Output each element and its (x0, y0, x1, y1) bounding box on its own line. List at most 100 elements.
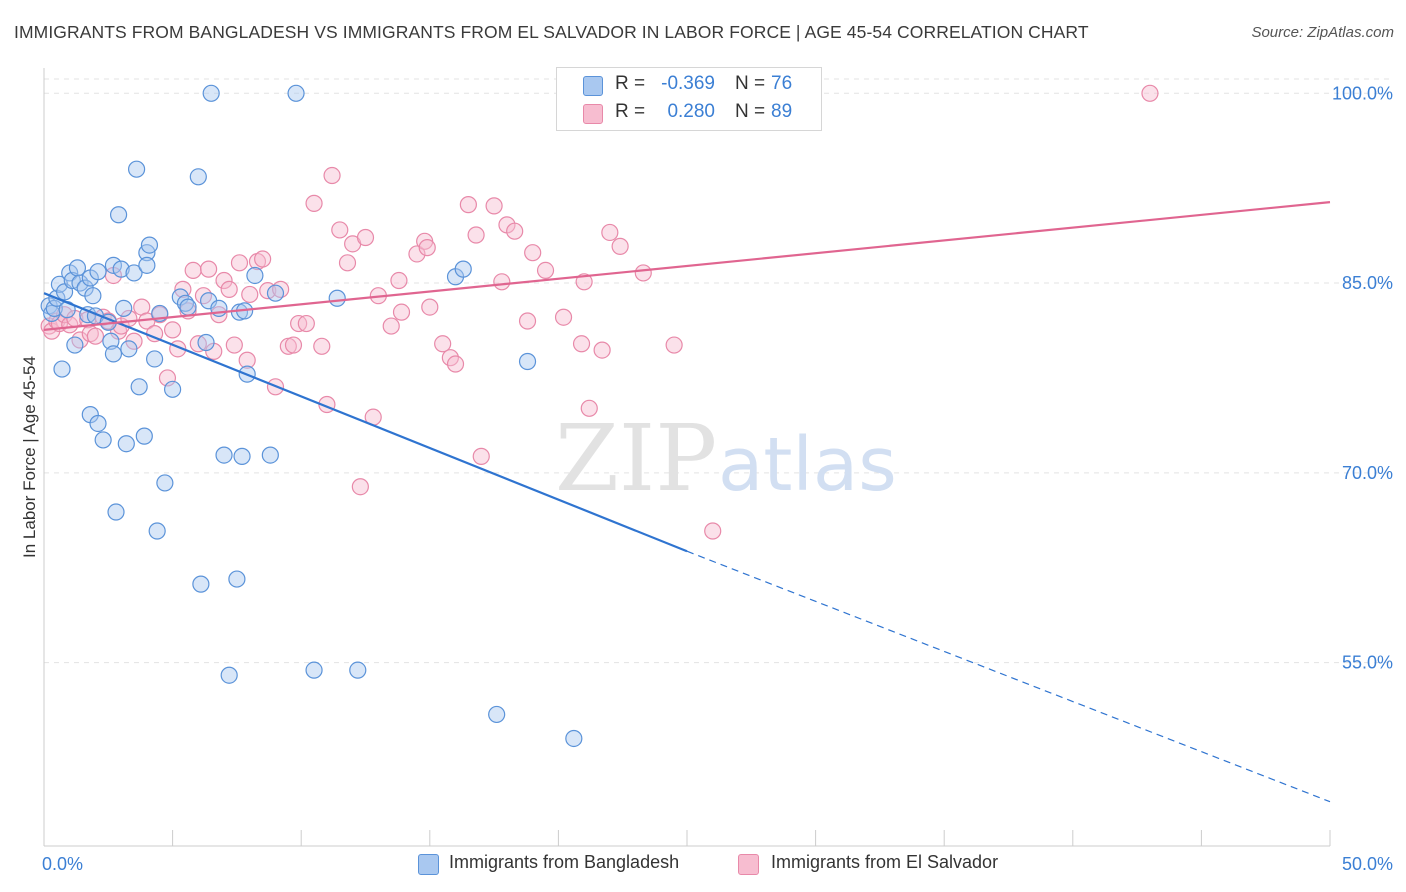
el-salvador-point (434, 335, 452, 353)
el-salvador-point (611, 237, 629, 255)
el-salvador-point (601, 223, 619, 242)
bangladesh-point (518, 352, 537, 371)
el-salvador-point (536, 261, 555, 280)
el-salvador-point (184, 261, 202, 280)
bangladesh-points (40, 84, 583, 748)
el-salvador-point (518, 312, 537, 330)
el-salvador-point (313, 337, 331, 355)
bangladesh-point (53, 360, 71, 378)
el-salvador-point (634, 264, 652, 282)
el-salvador-point (238, 351, 256, 369)
tick-labels: 55.0% 70.0% 85.0% 100.0% 0.0% 50.0% (42, 83, 1393, 874)
bangladesh-point (135, 427, 153, 445)
el-salvador-point (421, 298, 439, 316)
bangladesh-point (220, 666, 238, 684)
bangladesh-trend-extension (686, 550, 1331, 803)
el-salvador-point (418, 239, 436, 257)
legend-row-bangladesh: R = -0.369 N = 76 (557, 73, 821, 99)
bangladesh-point (164, 380, 182, 398)
el-salvador-point (297, 314, 315, 333)
bangladesh-point (127, 160, 146, 178)
el-salvador-point (382, 317, 400, 335)
bangladesh-point (488, 705, 506, 724)
bangladesh-point (94, 431, 112, 449)
el-salvador-point (408, 245, 426, 263)
bangladesh-point (246, 266, 264, 285)
el-salvador-point (572, 335, 591, 353)
bangladesh-point (66, 336, 84, 354)
el-salvador-point (575, 273, 593, 291)
el-salvador-point (524, 244, 542, 262)
bangladesh-swatch (583, 76, 603, 96)
el-salvador-point (1141, 84, 1159, 102)
el-salvador-point (194, 287, 213, 305)
legend-item-el-salvador: Immigrants from El Salvador (738, 852, 999, 875)
source-attribution: Source: ZipAtlas.com (1251, 24, 1394, 41)
el-salvador-point (230, 254, 249, 272)
bangladesh-point (130, 378, 148, 396)
bangladesh-point (233, 447, 251, 465)
el-salvador-point (254, 250, 272, 268)
el-salvador-point (215, 271, 233, 290)
el-salvador-point (220, 280, 238, 298)
bangladesh-point (189, 168, 207, 186)
el-salvador-trend-line (43, 200, 1331, 331)
n-label: N = (735, 73, 766, 94)
bangladesh-point (454, 260, 472, 278)
bangladesh-point (125, 264, 143, 282)
el-salvador-point (390, 271, 408, 290)
n-label: N = (735, 101, 766, 122)
bangladesh-point (202, 84, 220, 102)
el-salvador-point (86, 327, 105, 345)
el-salvador-point (351, 478, 369, 496)
bangladesh-point (565, 729, 583, 748)
bangladesh-point (145, 350, 164, 368)
bangladesh-point (117, 435, 135, 453)
bangladesh-point (148, 522, 166, 540)
y-tick-label: 85.0% (1342, 273, 1393, 293)
el-salvador-point (665, 336, 683, 354)
el-salvador-point (493, 273, 511, 291)
el-salvador-point (305, 194, 323, 212)
bangladesh-point (215, 446, 233, 464)
el-salvador-point (472, 447, 490, 465)
bangladesh-point (84, 287, 102, 305)
bangladesh-point (112, 260, 130, 278)
legend-row-el-salvador: R = 0.280 N = 89 (557, 101, 821, 127)
bangladesh-point (261, 446, 279, 464)
watermark-zip: ZIP (555, 405, 717, 512)
el-salvador-point (580, 399, 598, 417)
el-salvador-point (506, 222, 524, 240)
bangladesh-point (266, 284, 285, 302)
el-salvador-point (225, 336, 243, 354)
bangladesh-point (287, 84, 305, 102)
bangladesh-trend-line (43, 292, 688, 553)
legend-label: Immigrants from El Salvador (771, 852, 999, 872)
correlation-legend: R = -0.369 N = 76 R = 0.280 N = 89 (556, 67, 822, 131)
el-salvador-point (210, 306, 228, 324)
axes (43, 68, 1331, 847)
bangladesh-point (107, 503, 125, 521)
watermark-atlas: atlas (718, 422, 897, 508)
r-value: 0.280 (667, 101, 715, 122)
bangladesh-point (120, 340, 138, 358)
el-salvador-point (467, 226, 485, 244)
y-tick-label: 100.0% (1332, 83, 1393, 103)
el-salvador-legend-swatch (738, 854, 759, 875)
bangladesh-point (228, 570, 246, 588)
el-salvador-point (554, 308, 573, 326)
bangladesh-point (45, 299, 63, 317)
el-salvador-point (356, 228, 375, 247)
bangladesh-point (328, 289, 346, 307)
bangladesh-point (102, 332, 120, 350)
el-salvador-point (331, 221, 349, 239)
legend-item-bangladesh: Immigrants from Bangladesh (418, 852, 679, 875)
bangladesh-point (104, 345, 123, 363)
bangladesh-point (305, 661, 323, 679)
el-salvador-point (392, 303, 411, 321)
y-tick-label: 55.0% (1342, 653, 1393, 673)
bangladesh-point (192, 575, 210, 593)
el-salvador-point (485, 197, 503, 215)
el-salvador-point (241, 285, 259, 304)
el-salvador-point (446, 355, 465, 373)
